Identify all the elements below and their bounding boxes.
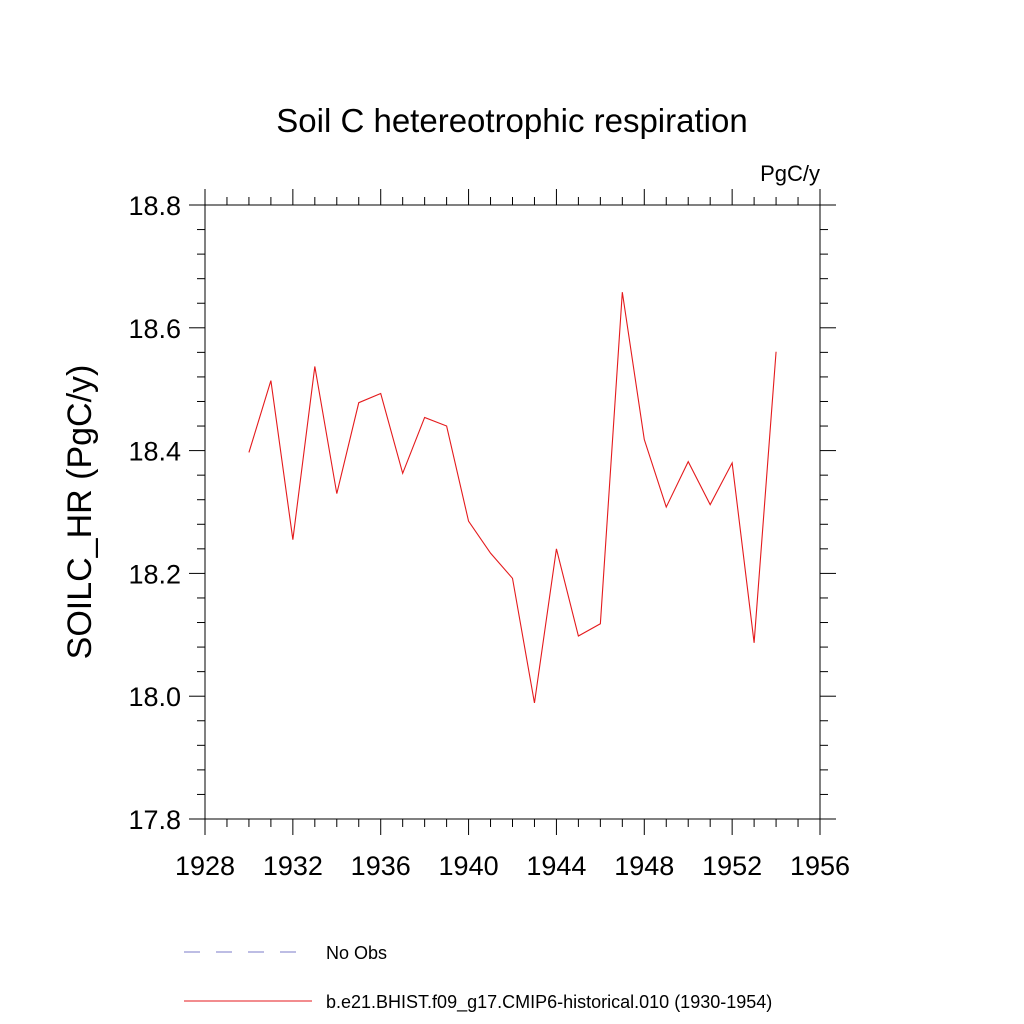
- x-tick-label: 1948: [614, 851, 674, 881]
- series-layer: [248, 292, 777, 704]
- x-tick-label: 1956: [790, 851, 850, 881]
- y-tick-label: 18.2: [128, 559, 181, 589]
- data-point: [402, 473, 403, 474]
- data-point: [622, 292, 623, 293]
- data-point: [644, 439, 645, 440]
- data-point: [512, 578, 513, 579]
- x-tick-label: 1936: [351, 851, 411, 881]
- data-point: [468, 521, 469, 522]
- y-tick-label: 17.8: [128, 805, 181, 835]
- y-tick-label: 18.4: [128, 437, 181, 467]
- y-tick-label: 18.0: [128, 682, 181, 712]
- data-point: [270, 380, 271, 381]
- data-point: [600, 623, 601, 624]
- data-point: [358, 402, 359, 403]
- data-point: [732, 462, 733, 463]
- legend-label-0: No Obs: [326, 943, 387, 963]
- data-point: [666, 506, 667, 507]
- data-point: [578, 635, 579, 636]
- data-point: [490, 553, 491, 554]
- data-point: [248, 452, 249, 453]
- y-tick-label: 18.8: [128, 191, 181, 221]
- data-point: [336, 493, 337, 494]
- data-point: [292, 539, 293, 540]
- y-axis-label: SOILC_HR (PgC/y): [61, 365, 99, 660]
- data-point: [688, 461, 689, 462]
- plot-frame: [204, 204, 821, 820]
- data-point: [754, 642, 755, 643]
- x-tick-label: 1952: [702, 851, 762, 881]
- series-line-0: [248, 292, 777, 704]
- data-point: [534, 702, 535, 703]
- x-tick-label: 1932: [263, 851, 323, 881]
- data-point: [380, 393, 381, 394]
- data-point: [556, 548, 557, 549]
- x-tick-label: 1928: [175, 851, 235, 881]
- data-point: [424, 417, 425, 418]
- data-point: [710, 504, 711, 505]
- data-point: [775, 351, 776, 352]
- units-label: PgC/y: [760, 161, 820, 186]
- y-tick-label: 18.6: [128, 314, 181, 344]
- legend: No Obs b.e21.BHIST.f09_g17.CMIP6-historic…: [184, 943, 772, 1013]
- data-point: [314, 366, 315, 367]
- x-tick-label: 1944: [526, 851, 586, 881]
- data-point: [446, 425, 447, 426]
- chart-title: Soil C hetereotrophic respiration: [276, 102, 747, 139]
- legend-label-1: b.e21.BHIST.f09_g17.CMIP6-historical.010…: [326, 992, 772, 1013]
- axis-ticks: 1928 1932 1936 1940 1944 1948 1952 1956 17.8 18.0…: [128, 189, 850, 881]
- x-tick-label: 1940: [439, 851, 499, 881]
